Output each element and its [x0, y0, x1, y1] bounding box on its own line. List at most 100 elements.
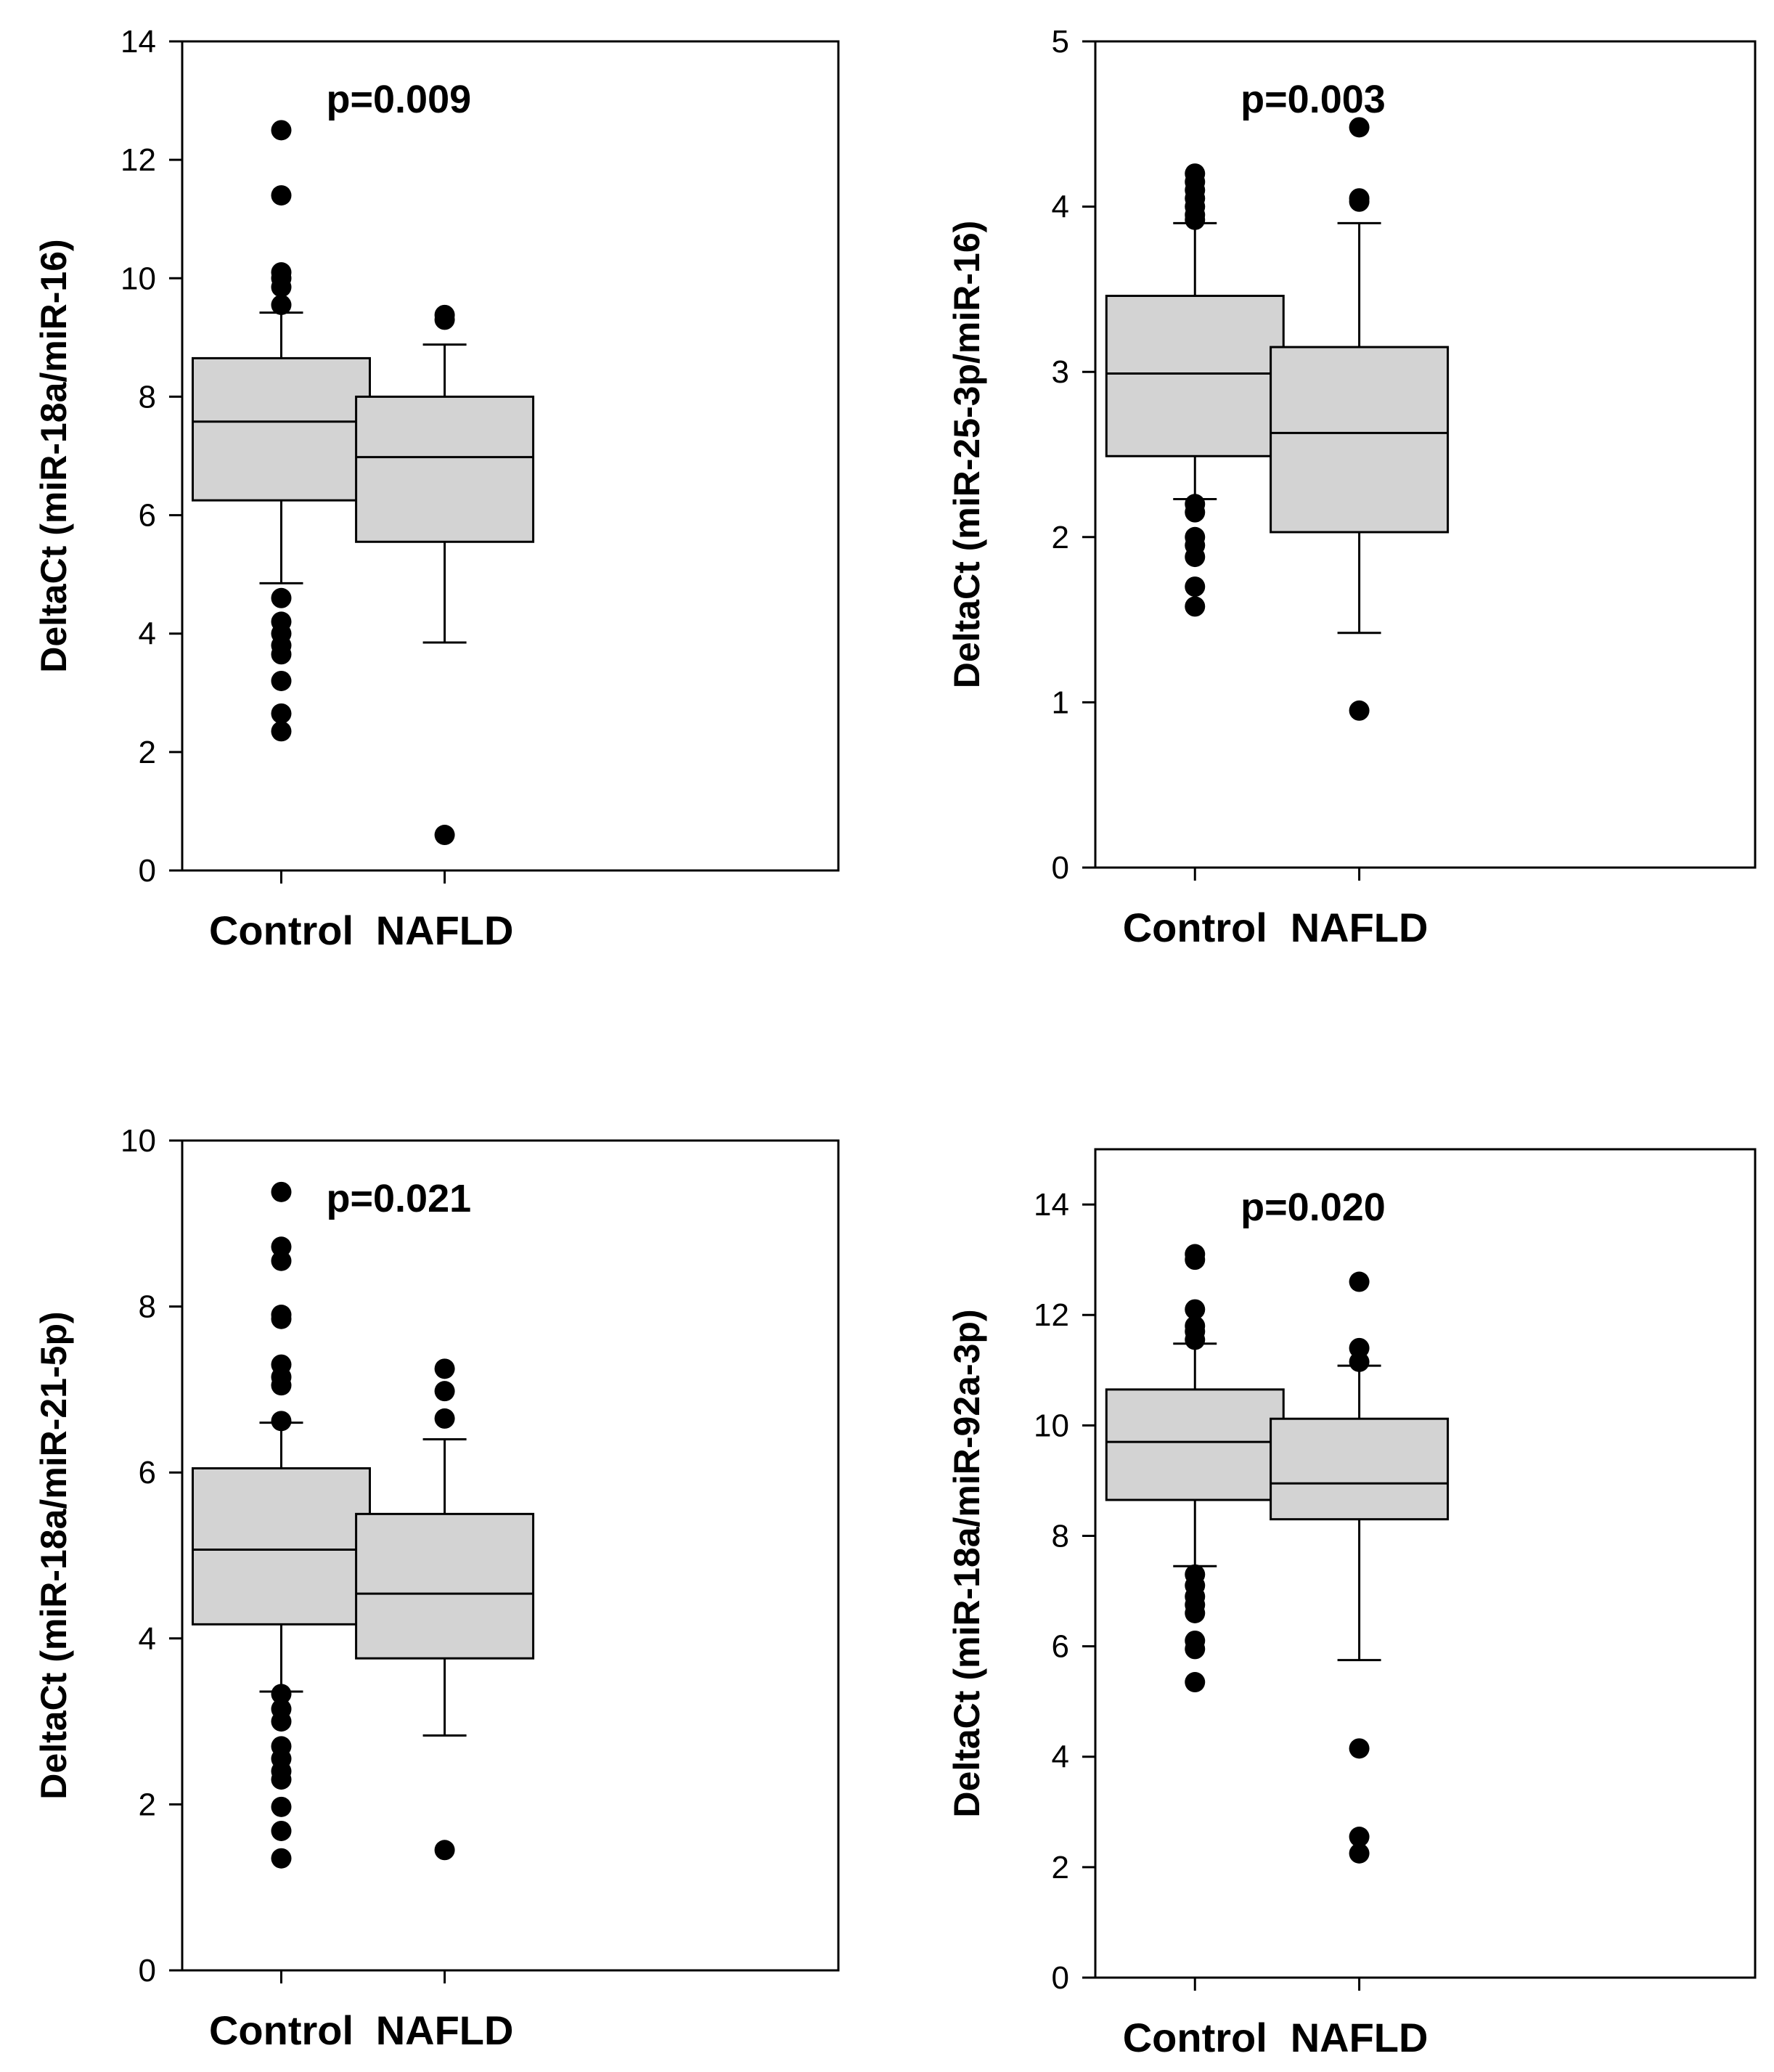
- y-tick-label: 10: [120, 1123, 156, 1159]
- y-tick-label: 6: [139, 498, 156, 534]
- outlier-point: [271, 1848, 292, 1869]
- y-tick-label: 10: [1034, 1408, 1069, 1443]
- outlier-point: [1185, 576, 1206, 597]
- y-tick-label: 0: [139, 1953, 156, 1989]
- y-tick-label: 4: [139, 1621, 156, 1657]
- plot-frame: [181, 1139, 840, 1972]
- outlier-point: [271, 587, 292, 608]
- category-label: NAFLD: [1291, 905, 1428, 950]
- y-tick-label: 14: [1034, 1187, 1069, 1223]
- outlier-point: [1349, 1738, 1370, 1759]
- box-iqr: [355, 1512, 535, 1660]
- outlier-point: [1349, 191, 1370, 212]
- outlier-point: [271, 1250, 292, 1271]
- outlier-point: [1185, 502, 1206, 523]
- p-value-label: p=0.020: [1240, 1186, 1386, 1229]
- outlier-point: [434, 1358, 455, 1379]
- outlier-point: [271, 1308, 292, 1329]
- box-iqr: [355, 395, 535, 543]
- outlier-point: [1185, 1602, 1206, 1623]
- category-label: Control: [209, 2007, 353, 2053]
- outlier-point: [271, 670, 292, 691]
- box-iqr: [192, 1467, 372, 1626]
- y-tick-label: 2: [139, 1787, 156, 1822]
- outlier-point: [1349, 1271, 1370, 1292]
- outlier-point: [1185, 1672, 1206, 1693]
- y-tick-label: 0: [139, 853, 156, 889]
- box-iqr: [1105, 1388, 1285, 1501]
- y-tick-label: 1: [1052, 685, 1069, 720]
- outlier-point: [1349, 700, 1370, 721]
- outlier-point: [1185, 1329, 1206, 1350]
- y-tick-label: 12: [1034, 1297, 1069, 1333]
- y-tick-label: 4: [1052, 1739, 1069, 1775]
- category-label: Control: [1123, 2015, 1267, 2060]
- y-axis-title: DeltaCt (miR-18a/miR-92a-3p): [947, 1309, 987, 1817]
- outlier-point: [1349, 1351, 1370, 1372]
- box-iqr: [1270, 1417, 1450, 1521]
- box-iqr: [192, 356, 372, 502]
- outlier-point: [1185, 1639, 1206, 1660]
- plot-frame: [1094, 40, 1757, 869]
- outlier-point: [434, 825, 455, 846]
- y-tick-label: 0: [1052, 850, 1069, 886]
- y-axis-title: DeltaCt (miR-25-3p/miR-16): [947, 221, 987, 689]
- outlier-point: [271, 1684, 292, 1705]
- y-tick-label: 8: [139, 1289, 156, 1325]
- y-tick-label: 5: [1052, 24, 1069, 60]
- outlier-point: [271, 703, 292, 724]
- box-iqr: [1105, 295, 1285, 457]
- y-tick-label: 2: [139, 735, 156, 770]
- category-label: NAFLD: [376, 2007, 514, 2053]
- category-label: Control: [1123, 905, 1267, 950]
- outlier-point: [271, 1796, 292, 1817]
- category-label: NAFLD: [1291, 2015, 1428, 2060]
- y-tick-label: 6: [139, 1455, 156, 1490]
- outlier-point: [1185, 596, 1206, 617]
- plot-frame: [181, 40, 840, 872]
- outlier-point: [434, 309, 455, 330]
- outlier-point: [434, 1840, 455, 1861]
- category-label: Control: [209, 907, 353, 953]
- p-value-label: p=0.021: [326, 1177, 471, 1220]
- outlier-point: [271, 1820, 292, 1841]
- y-tick-label: 3: [1052, 354, 1069, 390]
- outlier-point: [434, 1408, 455, 1429]
- outlier-point: [271, 644, 292, 665]
- outlier-point: [1185, 547, 1206, 568]
- y-tick-label: 8: [139, 379, 156, 415]
- outlier-point: [271, 1769, 292, 1790]
- y-axis-title: DeltaCt (miR-18a/miR-16): [33, 239, 74, 672]
- y-tick-label: 12: [120, 142, 156, 178]
- outlier-point: [271, 1711, 292, 1732]
- category-label: NAFLD: [376, 907, 514, 953]
- outlier-point: [1349, 1843, 1370, 1864]
- y-tick-label: 8: [1052, 1518, 1069, 1554]
- outlier-point: [271, 185, 292, 206]
- y-axis-title: DeltaCt (miR-18a/miR-21-5p): [33, 1311, 74, 1799]
- outlier-point: [1185, 209, 1206, 230]
- plot-frame: [1094, 1148, 1757, 1979]
- outlier-point: [271, 120, 292, 141]
- outlier-point: [271, 721, 292, 742]
- outlier-point: [1349, 117, 1370, 138]
- outlier-point: [271, 1411, 292, 1432]
- outlier-point: [1185, 1249, 1206, 1270]
- y-tick-label: 10: [120, 261, 156, 296]
- outlier-point: [271, 294, 292, 315]
- outlier-point: [434, 1381, 455, 1402]
- outlier-point: [271, 277, 292, 298]
- y-tick-label: 2: [1052, 520, 1069, 555]
- y-tick-label: 4: [139, 616, 156, 652]
- y-tick-label: 2: [1052, 1850, 1069, 1885]
- p-value-label: p=0.003: [1240, 78, 1386, 121]
- outlier-point: [271, 1375, 292, 1396]
